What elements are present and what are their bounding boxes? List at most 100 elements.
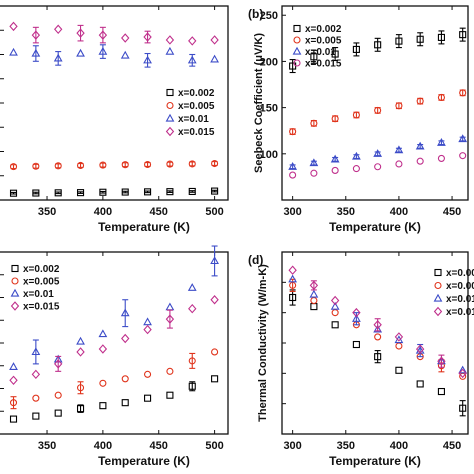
x-tick-label: 450 <box>150 206 168 218</box>
series-x=0.002 <box>289 289 467 417</box>
series-x=0.005 <box>9 348 219 410</box>
data-point <box>330 295 340 306</box>
plot-frame <box>0 5 229 201</box>
y-axis-label: Thermal Conductivity (W/m-K) <box>257 264 269 422</box>
data-point <box>99 379 107 387</box>
data-point <box>54 189 62 197</box>
data-point <box>374 106 382 114</box>
x-axis-label: Temperature (K) <box>98 454 190 468</box>
data-point <box>188 187 196 196</box>
data-point <box>437 33 445 41</box>
x-tick-label: 350 <box>337 440 355 452</box>
data-point <box>54 24 63 35</box>
data-point <box>309 158 319 167</box>
data-point <box>309 289 319 298</box>
legend-marker <box>166 101 174 110</box>
data-point <box>374 353 382 361</box>
data-point <box>458 365 468 374</box>
x-tick-label: 450 <box>443 206 461 218</box>
x-tick-label: 400 <box>390 440 408 452</box>
data-point <box>459 404 467 412</box>
data-point <box>373 324 383 333</box>
legend-marker <box>293 24 301 33</box>
data-point <box>165 46 175 55</box>
data-point <box>9 375 18 386</box>
data-point <box>416 35 424 43</box>
data-point <box>210 256 219 265</box>
data-point <box>437 356 446 366</box>
data-point <box>210 54 219 63</box>
data-point <box>54 409 62 417</box>
data-point <box>98 46 108 55</box>
series-x=0.005 <box>9 159 219 171</box>
data-point <box>352 45 360 53</box>
legend-marker <box>10 288 20 297</box>
data-point <box>211 375 219 383</box>
data-point <box>98 329 108 338</box>
data-point <box>9 163 18 171</box>
plot-frame <box>281 5 469 201</box>
data-point <box>373 320 382 330</box>
data-point <box>76 48 85 57</box>
data-point <box>120 50 130 59</box>
data-point <box>121 333 130 344</box>
data-point <box>394 332 404 342</box>
data-point <box>76 384 85 392</box>
data-point <box>374 163 382 171</box>
data-point <box>289 293 297 302</box>
data-point <box>415 344 425 354</box>
series-x=0.01 <box>9 245 219 370</box>
data-point <box>331 321 339 329</box>
data-point <box>331 50 339 58</box>
panel-b: 300 350 400 450 Temperature (K) 100 150 200 250 S… <box>248 5 469 234</box>
data-point <box>211 159 219 168</box>
data-point <box>9 399 18 407</box>
data-point <box>166 367 174 375</box>
data-point <box>374 333 382 341</box>
data-point <box>437 93 445 102</box>
data-point <box>144 188 152 196</box>
series-x=0.015 <box>9 21 219 46</box>
data-point <box>459 31 467 39</box>
legend-marker <box>293 59 301 67</box>
x-tick-label: 350 <box>337 206 355 218</box>
legend-marker <box>433 293 443 302</box>
data-point <box>144 370 152 378</box>
plot-frame <box>0 251 229 435</box>
data-point <box>99 161 107 169</box>
data-point <box>459 152 467 160</box>
data-point <box>310 296 318 305</box>
legend-marker <box>10 301 20 311</box>
x-tick-label: 350 <box>38 206 56 218</box>
legend-marker <box>293 36 301 44</box>
legend-label: x=0.002 <box>305 24 342 35</box>
data-point <box>9 47 18 56</box>
data-point <box>143 32 152 42</box>
data-point <box>98 344 108 354</box>
series-x=0.01 <box>288 134 468 170</box>
data-point <box>330 301 340 310</box>
y-tick-label: 200 <box>260 56 278 68</box>
data-point <box>32 162 40 170</box>
y-axis-label: Seebeck Coefficient (μV/K) <box>253 33 265 173</box>
legend-marker <box>11 264 19 273</box>
data-point <box>352 307 361 318</box>
data-point <box>76 189 85 197</box>
x-tick-label: 300 <box>283 440 301 452</box>
x-tick-label: 450 <box>150 440 168 452</box>
legend-marker <box>434 268 442 277</box>
series-x=0.015 <box>288 265 467 379</box>
data-point <box>437 154 445 162</box>
panel-label: (b) <box>248 7 263 21</box>
data-point <box>211 348 219 356</box>
legend-label: x=0.015 <box>446 307 474 318</box>
data-point <box>165 35 175 45</box>
data-point <box>76 28 85 38</box>
x-axis-label: Temperature (K) <box>329 220 421 234</box>
data-point <box>76 405 85 413</box>
data-point <box>352 314 361 322</box>
legend-label: x=0.005 <box>178 101 215 112</box>
x-tick-label: 500 <box>205 440 223 452</box>
series-x=0.005 <box>289 89 467 136</box>
data-point <box>310 119 318 127</box>
